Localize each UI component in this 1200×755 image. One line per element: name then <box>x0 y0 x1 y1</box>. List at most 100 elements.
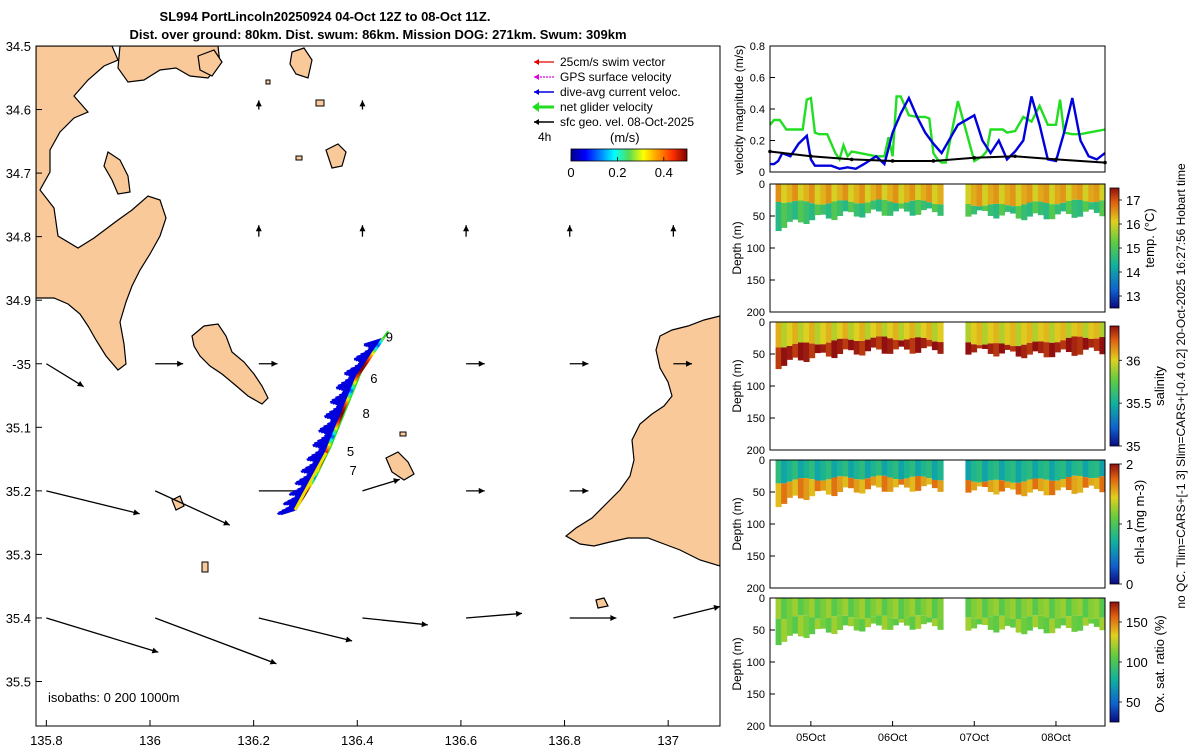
track-segment <box>335 424 339 428</box>
section-cell-lower <box>1010 618 1017 628</box>
section-cell-upper <box>848 322 855 340</box>
track-segment <box>346 397 351 400</box>
section-cell-upper <box>987 460 994 481</box>
section-cell-upper <box>1043 322 1050 343</box>
section-cell-lower <box>825 203 832 219</box>
oxygen-ylabel: Depth (m) <box>730 637 744 690</box>
islet-4 <box>201 561 209 573</box>
current-vector <box>315 441 331 448</box>
section-cell-upper <box>887 322 894 339</box>
current-vector <box>324 411 344 419</box>
section-cell-upper <box>792 322 799 344</box>
section-cell-lower <box>842 615 849 626</box>
section-cell-lower <box>859 203 866 218</box>
section-cell-upper <box>982 598 989 618</box>
current-vector <box>313 436 333 445</box>
section-cell-upper <box>904 598 911 618</box>
section-colorbar-tick-label: 16 <box>1126 217 1140 232</box>
geo-velocity-point <box>931 159 936 163</box>
section-cell-upper <box>965 460 972 481</box>
section-cell-lower <box>837 476 844 493</box>
track-segment <box>330 437 334 440</box>
current-vector <box>329 395 350 403</box>
track-segment <box>337 419 341 423</box>
track-segment <box>353 381 357 384</box>
section-cell-upper <box>1015 598 1022 620</box>
section-cell-lower <box>870 476 877 486</box>
section-cell-upper <box>809 460 816 480</box>
map-y-tick-label: 35.1 <box>6 420 31 435</box>
track-segment <box>367 356 372 361</box>
section-cell-upper <box>792 598 799 617</box>
section-cell-lower <box>786 202 793 222</box>
geo-velocity-arrowhead <box>713 605 720 611</box>
section-cell-upper <box>1015 460 1022 483</box>
section-cell-upper <box>987 184 994 205</box>
current-vector <box>312 438 332 447</box>
track-segment <box>347 393 352 397</box>
time-axis: 05Oct 06Oct 07Oct 08Oct <box>796 721 1071 744</box>
section-y-tick-label: 0 <box>759 179 765 191</box>
section-cell-upper <box>848 460 855 478</box>
geo-velocity-arrowhead <box>393 478 400 485</box>
track-segment <box>326 446 330 450</box>
geo-velocity-arrowhead <box>255 100 262 107</box>
section-cell-upper <box>920 598 927 616</box>
geo-velocity-arrow <box>466 612 523 619</box>
section-cell-lower <box>837 200 844 217</box>
section-cell-lower <box>1077 199 1084 217</box>
track-segment <box>341 409 345 413</box>
section-cell-upper <box>909 598 916 617</box>
track-segment <box>371 351 375 356</box>
section-cell-lower <box>1015 206 1022 219</box>
section-cell-upper <box>1032 322 1039 342</box>
section-cell-upper <box>864 598 871 618</box>
section-cell-upper <box>926 460 933 479</box>
section-cell-upper <box>775 598 782 619</box>
current-vector <box>329 414 342 420</box>
section-cell-upper <box>876 184 883 200</box>
section-cell-lower <box>931 479 938 489</box>
track-segment <box>336 422 340 426</box>
section-cell-upper <box>1054 184 1061 205</box>
track-segment <box>334 425 339 429</box>
section-cell-lower <box>814 204 821 216</box>
current-vector <box>329 406 345 413</box>
current-vector <box>312 440 332 448</box>
section-cell-upper <box>926 184 933 203</box>
current-vector <box>331 393 351 401</box>
colorbar-title: (m/s) <box>610 130 640 145</box>
section-cell-lower <box>1082 617 1089 626</box>
track-segment <box>361 366 365 370</box>
section-cell-lower <box>982 344 989 350</box>
section-cell-lower <box>775 347 782 370</box>
section-cell-lower <box>803 342 810 362</box>
section-cell-lower <box>1054 204 1061 215</box>
section-cell-lower <box>998 203 1005 216</box>
section-cell-upper <box>937 322 944 343</box>
geo-velocity-arrow <box>258 617 353 642</box>
section-cell-upper <box>1065 598 1072 617</box>
section-cell-upper <box>1038 598 1045 616</box>
section-cell-upper <box>797 460 804 479</box>
section-cell-lower <box>1043 617 1050 634</box>
section-cell-upper <box>853 184 860 204</box>
section-cell-upper <box>797 598 804 616</box>
section-cell-lower <box>876 475 883 488</box>
section-cell-lower <box>781 483 788 504</box>
section-cell-upper <box>825 598 832 618</box>
section-y-tick-label: 200 <box>747 583 765 595</box>
section-cell-lower <box>1082 201 1089 212</box>
section-cell-upper <box>976 598 983 620</box>
section-cell-lower <box>853 618 860 631</box>
section-cell-lower <box>1099 337 1106 355</box>
section-cell-upper <box>803 322 810 343</box>
track-segment <box>342 408 346 411</box>
chla-ylabel: Depth (m) <box>730 497 744 550</box>
track-segment <box>345 398 350 402</box>
section-cell-upper <box>909 322 916 339</box>
section-cell-lower <box>887 338 894 354</box>
map-x-tick-label: 136.4 <box>341 733 374 748</box>
section-cell-lower <box>1043 202 1050 220</box>
